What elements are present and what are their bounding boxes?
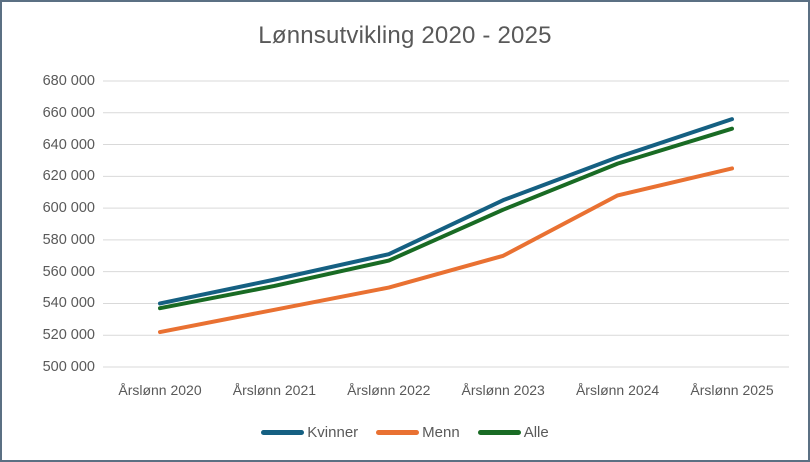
series-line-menn: [158, 166, 734, 335]
legend-label: Kvinner: [307, 424, 359, 441]
legend-swatch-menn: [376, 430, 420, 435]
y-axis-tick-label: 500 000: [42, 359, 95, 375]
y-axis-tick-label: 520 000: [42, 327, 95, 344]
x-axis-tick-label: Årslønn 2021: [232, 382, 317, 398]
series-line-alle: [158, 126, 734, 311]
legend-label: Menn: [422, 424, 460, 441]
legend: Kvinner Menn Alle: [2, 424, 808, 441]
chart-title: Lønnsutvikling 2020 - 2025: [258, 22, 552, 49]
legend-label: Alle: [523, 424, 549, 441]
x-axis-tick-label: Årslønn 2023: [461, 382, 545, 398]
y-axis-tick-label: 540 000: [42, 295, 95, 312]
y-axis-tick-label: 600 000: [42, 200, 95, 217]
y-axis-tick-label: 560 000: [42, 263, 95, 280]
legend-swatch-alle: [477, 430, 521, 435]
y-axis-tick-label: 620 000: [42, 168, 95, 185]
legend-item-alle: Alle: [477, 424, 549, 441]
y-axis-tick-label: 680 000: [42, 73, 95, 89]
legend-swatch-kvinner: [261, 430, 305, 435]
x-axis-tick-label: Årslønn 2024: [575, 382, 660, 398]
y-axis-tick-label: 660 000: [42, 104, 95, 121]
x-axis-tick-label: Årslønn 2022: [347, 382, 431, 398]
legend-item-menn: Menn: [376, 424, 460, 441]
y-axis-tick-label: 580 000: [42, 231, 95, 248]
series-line-kvinner: [158, 117, 734, 306]
y-axis-tick-label: 640 000: [42, 136, 95, 153]
legend-item-kvinner: Kvinner: [261, 424, 358, 441]
x-axis-tick-label: Årslønn 2020: [118, 382, 202, 398]
x-axis-tick-label: Årslønn 2025: [690, 382, 774, 398]
